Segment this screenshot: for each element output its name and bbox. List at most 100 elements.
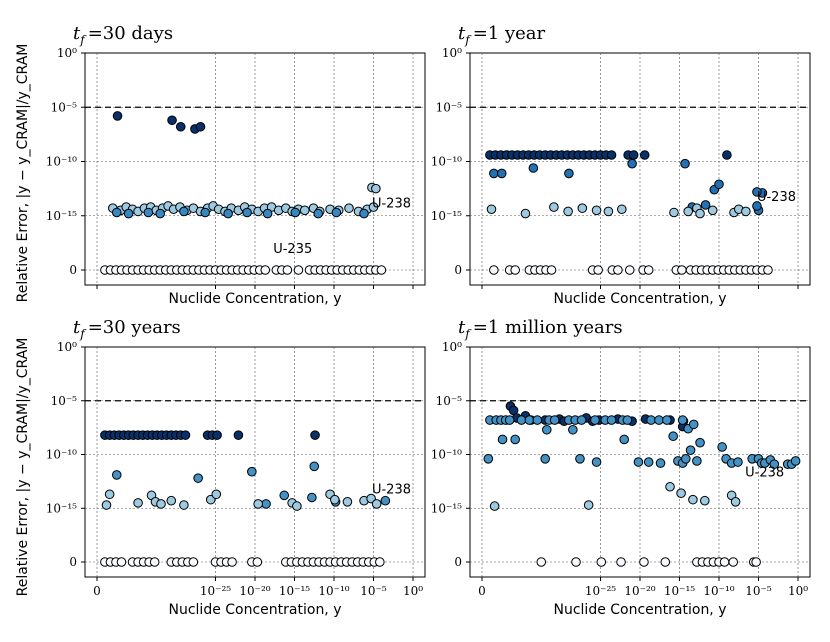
data-point-white [719, 557, 730, 567]
data-point-light [617, 204, 627, 215]
data-point-light [669, 207, 679, 218]
data-point-light [489, 501, 500, 511]
data-point-mid [677, 415, 688, 425]
chart-panel-3: 10⁰ 10⁻⁵ 10⁻¹⁰ 10⁻¹⁵ 0 0 10⁻²⁵ 10⁻²⁰ 10⁻¹⁵ 10⁻¹⁰ 1… [46, 317, 426, 618]
data-point-white [149, 557, 160, 567]
data-point-mid [591, 457, 602, 467]
data-point-white [596, 557, 607, 567]
x-tick-label: 10⁻⁵ [360, 584, 387, 598]
x-axis-label: Nuclide Concentration, y [169, 602, 342, 618]
data-point-dark [175, 121, 186, 132]
y-tick-label: 10⁻¹⁵ [431, 501, 462, 515]
y-tick-label: 10⁻⁵ [436, 100, 463, 114]
annotation-label: U-235 [273, 242, 312, 257]
data-point-mid [510, 434, 520, 445]
y-tick-label: 10⁻¹⁰ [46, 448, 77, 462]
data-point-mid [331, 207, 342, 218]
x-tick-label: 10⁰ [403, 584, 423, 598]
data-point-light [166, 495, 177, 506]
data-point-white [116, 557, 127, 567]
y-tick-label: 10⁰ [57, 46, 77, 60]
data-point-mid [549, 415, 560, 425]
data-point-mid [700, 200, 711, 210]
data-point-light [368, 202, 379, 212]
data-point-dark [180, 430, 191, 440]
y-tick-label: 10⁻¹⁰ [46, 155, 77, 169]
data-point-white [536, 557, 547, 567]
data-point-light [688, 494, 698, 505]
data-point-light [707, 205, 718, 216]
data-point-mid [790, 456, 801, 466]
data-point-mid [627, 158, 637, 169]
data-point-white [728, 557, 739, 567]
data-point-mid [123, 208, 134, 219]
data-point-mid [111, 470, 122, 480]
annotation-label: U-238 [745, 465, 784, 480]
data-point-mid [242, 207, 252, 218]
data-point-light [486, 204, 497, 215]
data-point-mid [681, 454, 691, 464]
data-point-mid [692, 456, 702, 466]
data-point-white [510, 265, 520, 275]
data-point-white [489, 265, 499, 275]
x-tick-label: 10⁻²⁵ [585, 584, 616, 598]
data-point-white [660, 557, 671, 567]
data-point-mid [307, 492, 317, 503]
data-point-mid [497, 434, 508, 445]
title-sub: f [79, 33, 87, 47]
data-point-dark [628, 150, 639, 160]
data-point-mid [668, 431, 678, 442]
y-tick-label: 10⁰ [57, 340, 77, 354]
data-point-light [665, 481, 675, 492]
title-sub: f [79, 327, 87, 341]
data-point-mid [489, 168, 499, 179]
y-tick-label: 0 [69, 555, 77, 569]
data-point-mid [680, 158, 690, 169]
data-point-light [695, 208, 705, 219]
data-point-white [763, 265, 773, 275]
data-point-mid [590, 415, 600, 425]
data-point-mid [200, 207, 211, 218]
data-point-dark [606, 150, 617, 160]
data-point-light [603, 206, 614, 217]
data-point-mid [380, 495, 391, 506]
data-point-mid [111, 207, 122, 218]
y-tick-label: 10⁻⁵ [51, 394, 78, 408]
data-point-mid [733, 457, 743, 467]
data-point-dark [195, 121, 206, 132]
title-value: =30 years [88, 317, 181, 338]
data-point-mid [524, 415, 535, 425]
data-point-light [299, 205, 310, 216]
data-point-mid [575, 454, 585, 464]
x-tick-label: 10⁻¹⁵ [279, 584, 310, 598]
data-point-mid [528, 163, 539, 173]
data-point-mid [752, 187, 762, 197]
data-point-light [104, 489, 115, 500]
x-tick-label: 0 [93, 584, 101, 598]
data-point-mid [143, 207, 154, 218]
data-point-light [583, 500, 594, 510]
x-tick-label: 10⁻¹⁰ [318, 584, 349, 598]
data-point-mid [223, 208, 233, 219]
data-point-white [571, 557, 581, 567]
data-point-mid [262, 208, 273, 219]
data-point-mid [662, 415, 672, 425]
data-point-light [549, 202, 559, 212]
data-point-mid [247, 466, 257, 477]
data-point-light [699, 495, 710, 506]
data-point-light [211, 489, 222, 500]
y-tick-label: 10⁻¹⁰ [431, 155, 462, 169]
data-point-mid [685, 445, 696, 456]
data-point-mid [568, 424, 578, 435]
data-point-light [342, 497, 353, 507]
data-point-light [676, 488, 686, 499]
data-point-white [546, 265, 557, 275]
data-point-white [643, 265, 654, 275]
y-tick-label: 10⁻¹⁵ [46, 501, 77, 515]
data-point-dark [233, 430, 244, 440]
annotation-label: U-238 [372, 483, 411, 498]
data-point-mid [564, 168, 574, 179]
chart-title: tf =1 year [458, 23, 545, 47]
data-point-mid [483, 454, 494, 464]
x-tick-label: 10⁻¹⁰ [703, 584, 734, 598]
